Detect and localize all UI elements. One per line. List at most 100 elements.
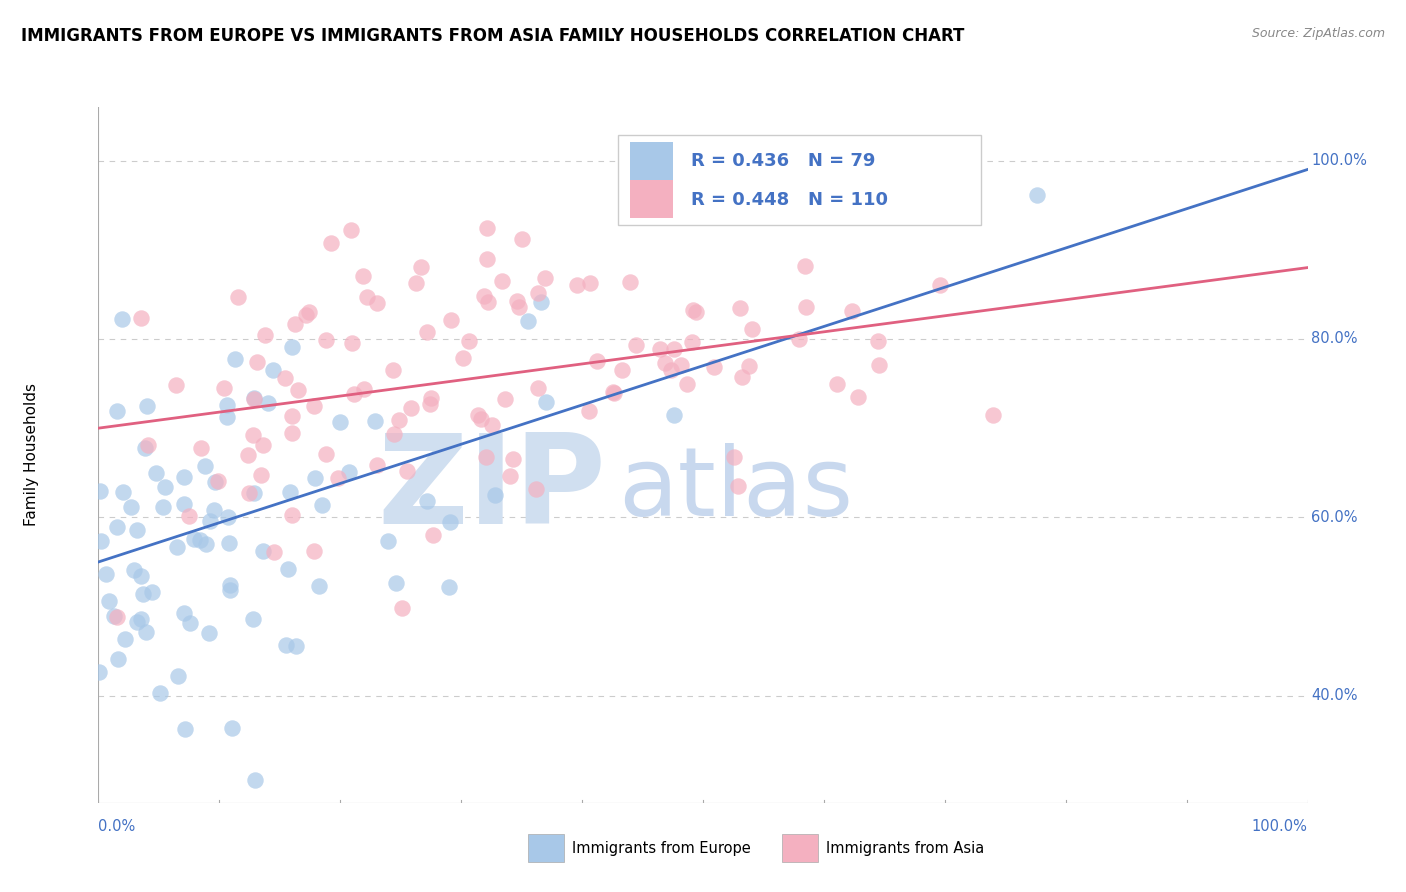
- Point: [506, 294, 529, 309]
- Point: [125, 615, 148, 629]
- Point: [353, 382, 375, 396]
- Point: [787, 332, 810, 346]
- Point: [585, 354, 607, 368]
- Point: [662, 342, 685, 356]
- Point: [356, 290, 378, 304]
- Point: [238, 448, 260, 462]
- Point: [219, 578, 242, 592]
- Point: [281, 508, 304, 523]
- Point: [533, 270, 555, 285]
- Point: [377, 533, 399, 548]
- Point: [624, 338, 647, 352]
- Point: [399, 401, 422, 415]
- Point: [278, 485, 301, 500]
- Point: [129, 612, 152, 626]
- Point: [676, 377, 699, 392]
- Point: [846, 390, 869, 404]
- Point: [114, 632, 136, 647]
- Point: [321, 235, 343, 250]
- Point: [165, 377, 187, 392]
- Point: [145, 466, 167, 480]
- Point: [470, 412, 492, 426]
- Point: [122, 563, 145, 577]
- Point: [502, 452, 524, 467]
- Point: [437, 580, 460, 594]
- Point: [194, 459, 217, 474]
- Point: [111, 312, 134, 326]
- Point: [981, 408, 1004, 422]
- Point: [527, 381, 550, 395]
- Point: [578, 403, 600, 417]
- Point: [730, 301, 752, 315]
- Point: [396, 464, 419, 478]
- Point: [224, 351, 246, 366]
- Point: [409, 260, 432, 275]
- Point: [242, 612, 264, 626]
- Point: [155, 480, 177, 494]
- Point: [793, 259, 815, 273]
- Point: [218, 582, 240, 597]
- Text: 0.0%: 0.0%: [98, 819, 135, 834]
- Point: [929, 278, 952, 293]
- Bar: [527, 834, 564, 862]
- Point: [243, 773, 266, 788]
- Point: [105, 519, 128, 533]
- Point: [337, 465, 360, 479]
- Point: [284, 317, 307, 331]
- Point: [415, 325, 437, 339]
- Point: [315, 446, 337, 460]
- Point: [328, 471, 350, 485]
- Point: [308, 579, 330, 593]
- Text: R = 0.448   N = 110: R = 0.448 N = 110: [690, 191, 889, 209]
- Point: [315, 333, 337, 347]
- Point: [579, 276, 602, 290]
- Point: [285, 639, 308, 653]
- Point: [202, 502, 225, 516]
- Point: [610, 363, 633, 377]
- Point: [415, 494, 437, 508]
- Point: [366, 458, 388, 472]
- Text: 40.0%: 40.0%: [1312, 689, 1358, 703]
- Point: [422, 527, 444, 541]
- Point: [105, 404, 128, 418]
- Text: atlas: atlas: [619, 443, 853, 536]
- Point: [602, 384, 624, 399]
- Point: [491, 274, 513, 288]
- Point: [381, 363, 404, 377]
- Point: [281, 409, 304, 423]
- Point: [246, 355, 269, 369]
- Point: [477, 295, 499, 310]
- Point: [866, 334, 889, 348]
- Point: [112, 485, 135, 500]
- Point: [250, 467, 273, 482]
- Point: [311, 498, 333, 512]
- Point: [508, 300, 530, 314]
- Point: [868, 358, 890, 372]
- Point: [281, 425, 304, 440]
- Point: [457, 334, 479, 348]
- Point: [257, 395, 280, 409]
- Text: 100.0%: 100.0%: [1251, 819, 1308, 834]
- Point: [475, 252, 498, 266]
- Point: [166, 669, 188, 683]
- Point: [467, 408, 489, 422]
- Point: [134, 441, 156, 455]
- Bar: [630, 180, 672, 219]
- Point: [498, 469, 520, 483]
- Point: [207, 475, 229, 489]
- Point: [217, 509, 239, 524]
- Point: [190, 441, 212, 455]
- Point: [794, 300, 817, 314]
- Point: [183, 532, 205, 546]
- Point: [148, 686, 170, 700]
- Point: [87, 665, 110, 680]
- Point: [439, 313, 461, 327]
- Point: [166, 540, 188, 554]
- Point: [135, 399, 157, 413]
- Point: [218, 535, 240, 549]
- Point: [221, 721, 243, 735]
- Point: [294, 308, 316, 322]
- Point: [517, 314, 540, 328]
- Text: Immigrants from Asia: Immigrants from Asia: [827, 840, 984, 855]
- Point: [731, 369, 754, 384]
